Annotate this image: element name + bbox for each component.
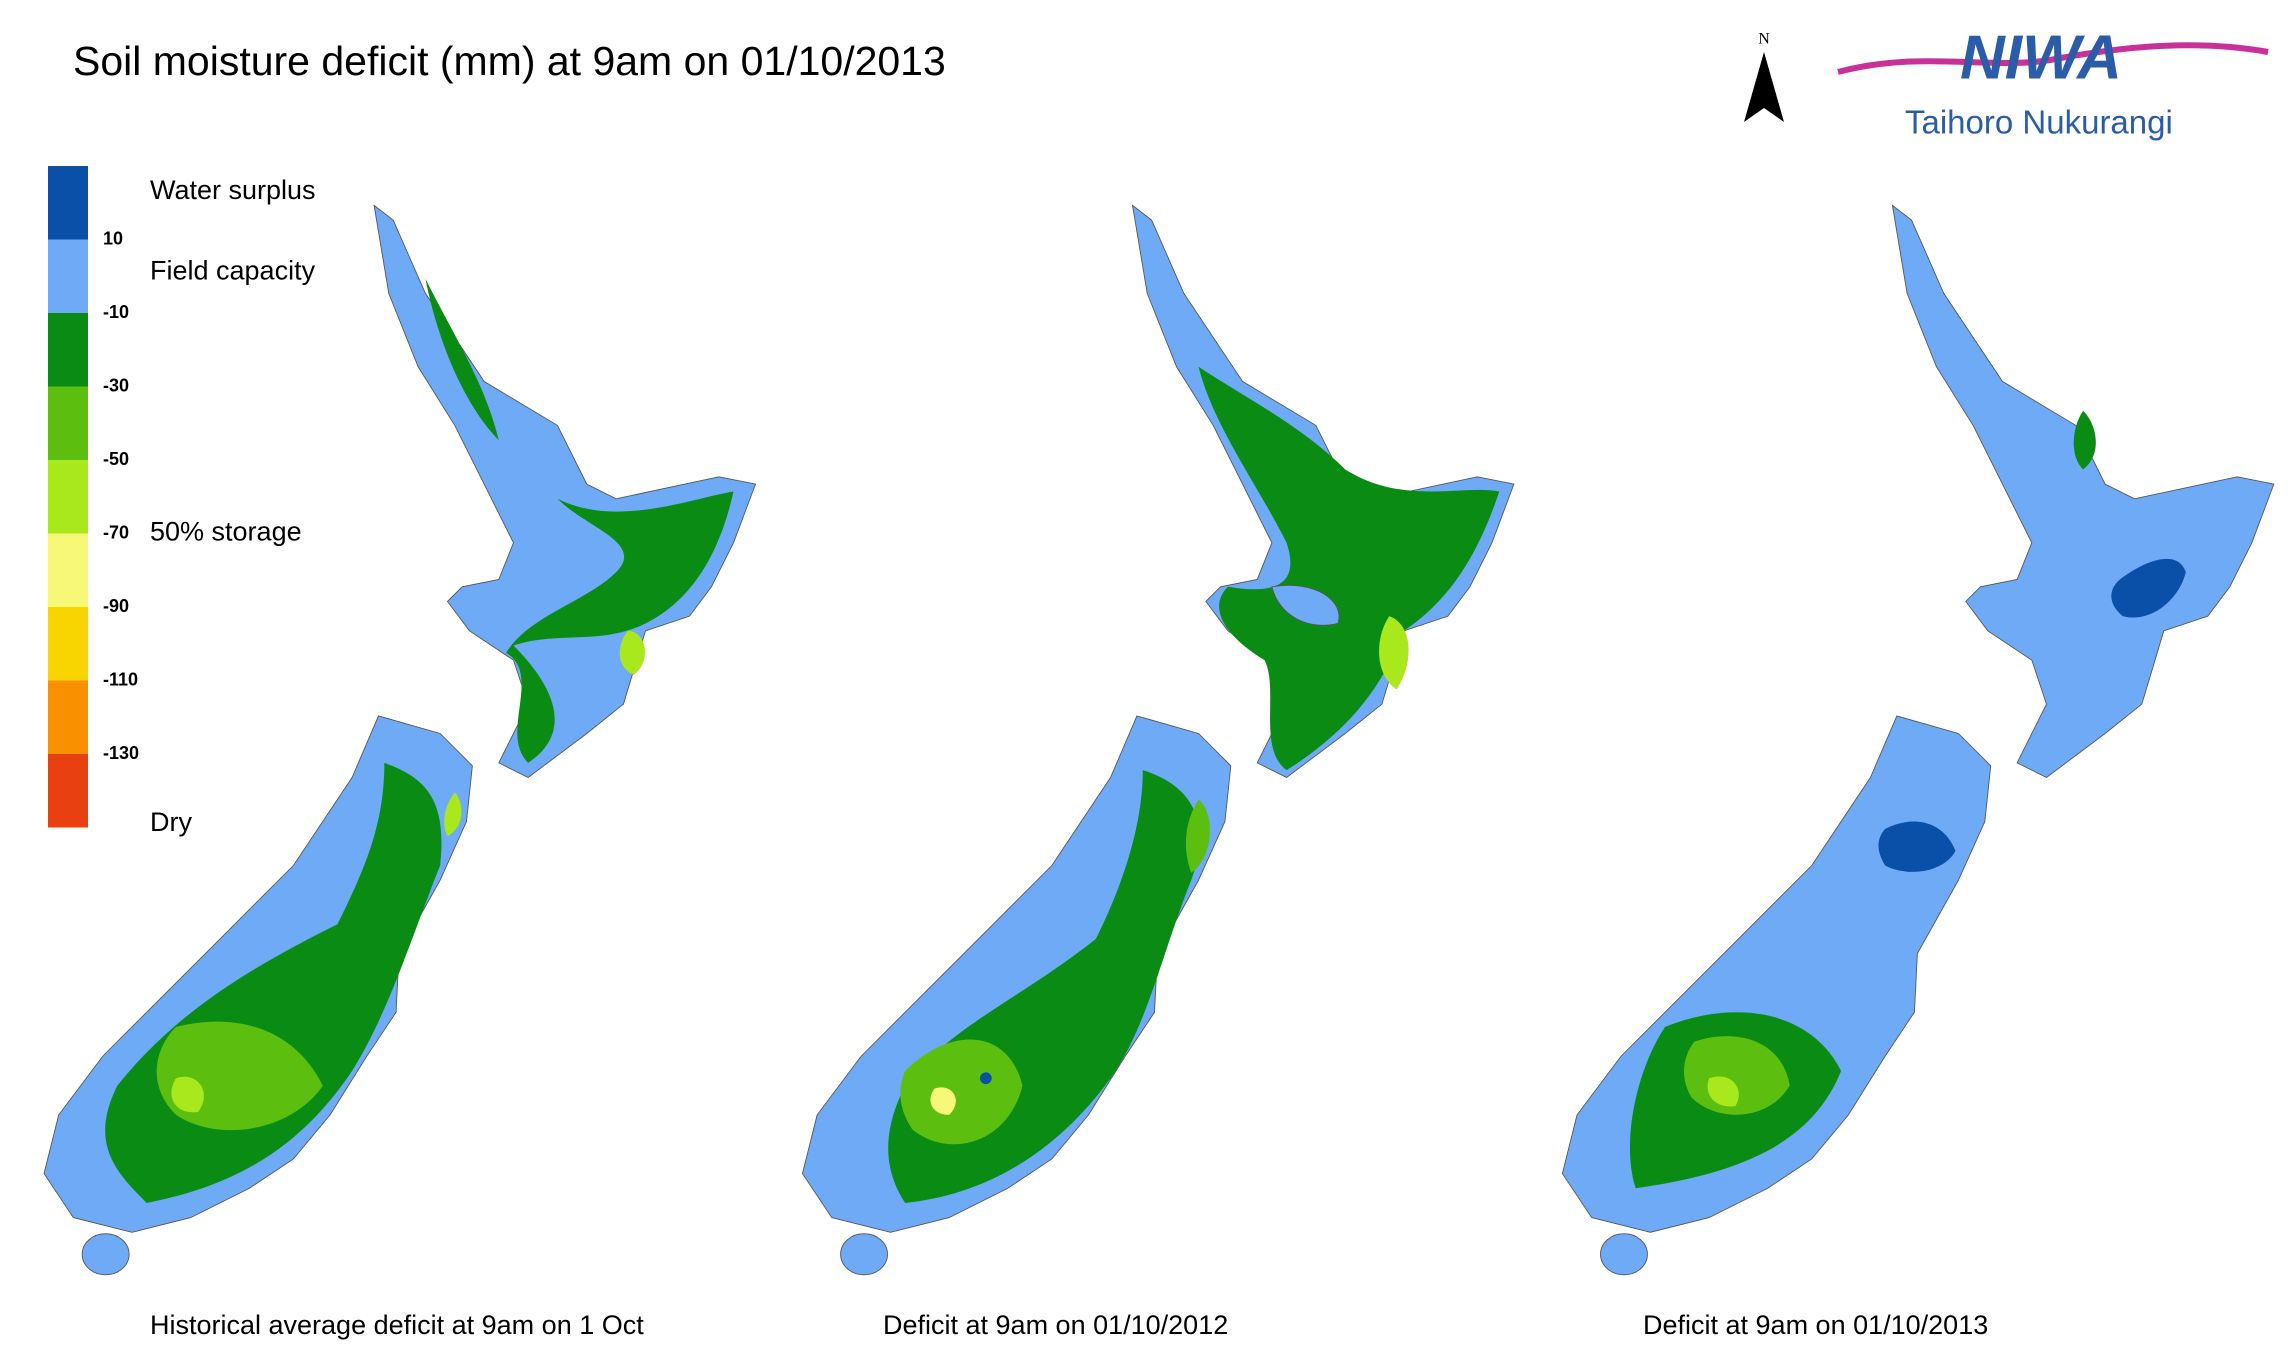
logo-name: NIWA	[1960, 23, 2122, 92]
legend-swatch	[48, 460, 88, 534]
legend-swatch	[48, 533, 88, 607]
legend-label: 50% storage	[150, 517, 302, 547]
maps	[43, 204, 2275, 1276]
map-historical	[43, 204, 757, 1276]
legend-label: Field capacity	[150, 256, 316, 286]
map-caption: Deficit at 9am on 01/10/2012	[883, 1310, 1228, 1340]
map-caption: Historical average deficit at 9am on 1 O…	[150, 1310, 644, 1340]
legend-swatch	[48, 313, 88, 387]
legend-swatch	[48, 680, 88, 754]
logo: N NIWA Taihoro Nukurangi	[1744, 23, 2269, 141]
legend-tick-label: -130	[103, 743, 139, 763]
logo-swoosh	[1837, 42, 2269, 75]
legend: 10 -10 -30 -50 -70 -90 -110 -130 Water surplus Fi…	[48, 166, 316, 837]
legend-tick-label: -90	[103, 596, 129, 616]
legend-swatch	[48, 239, 88, 313]
legend-swatch	[48, 166, 88, 240]
legend-tick-label: -110	[103, 669, 138, 689]
legend-tick-label: -70	[103, 522, 129, 542]
legend-tick-label: -50	[103, 449, 129, 469]
legend-tick-label: 10	[103, 228, 123, 248]
legend-swatch	[48, 386, 88, 460]
logo-subtitle: Taihoro Nukurangi	[1905, 104, 2173, 141]
legend-swatch	[48, 754, 88, 828]
legend-tick-label: -10	[103, 302, 129, 322]
map-2012	[801, 204, 1515, 1276]
legend-tick-label: -30	[103, 375, 129, 395]
captions: Historical average deficit at 9am on 1 O…	[150, 1310, 1988, 1340]
legend-label: Water surplus	[150, 175, 316, 205]
north-label: N	[1758, 31, 1770, 48]
north-arrow	[1744, 52, 1784, 122]
map-2013	[1561, 204, 2275, 1276]
legend-swatch	[48, 607, 88, 681]
title: Soil moisture deficit (mm) at 9am on 01/…	[73, 38, 946, 84]
map-caption: Deficit at 9am on 01/10/2013	[1643, 1310, 1988, 1340]
legend-label: Dry	[150, 807, 192, 837]
